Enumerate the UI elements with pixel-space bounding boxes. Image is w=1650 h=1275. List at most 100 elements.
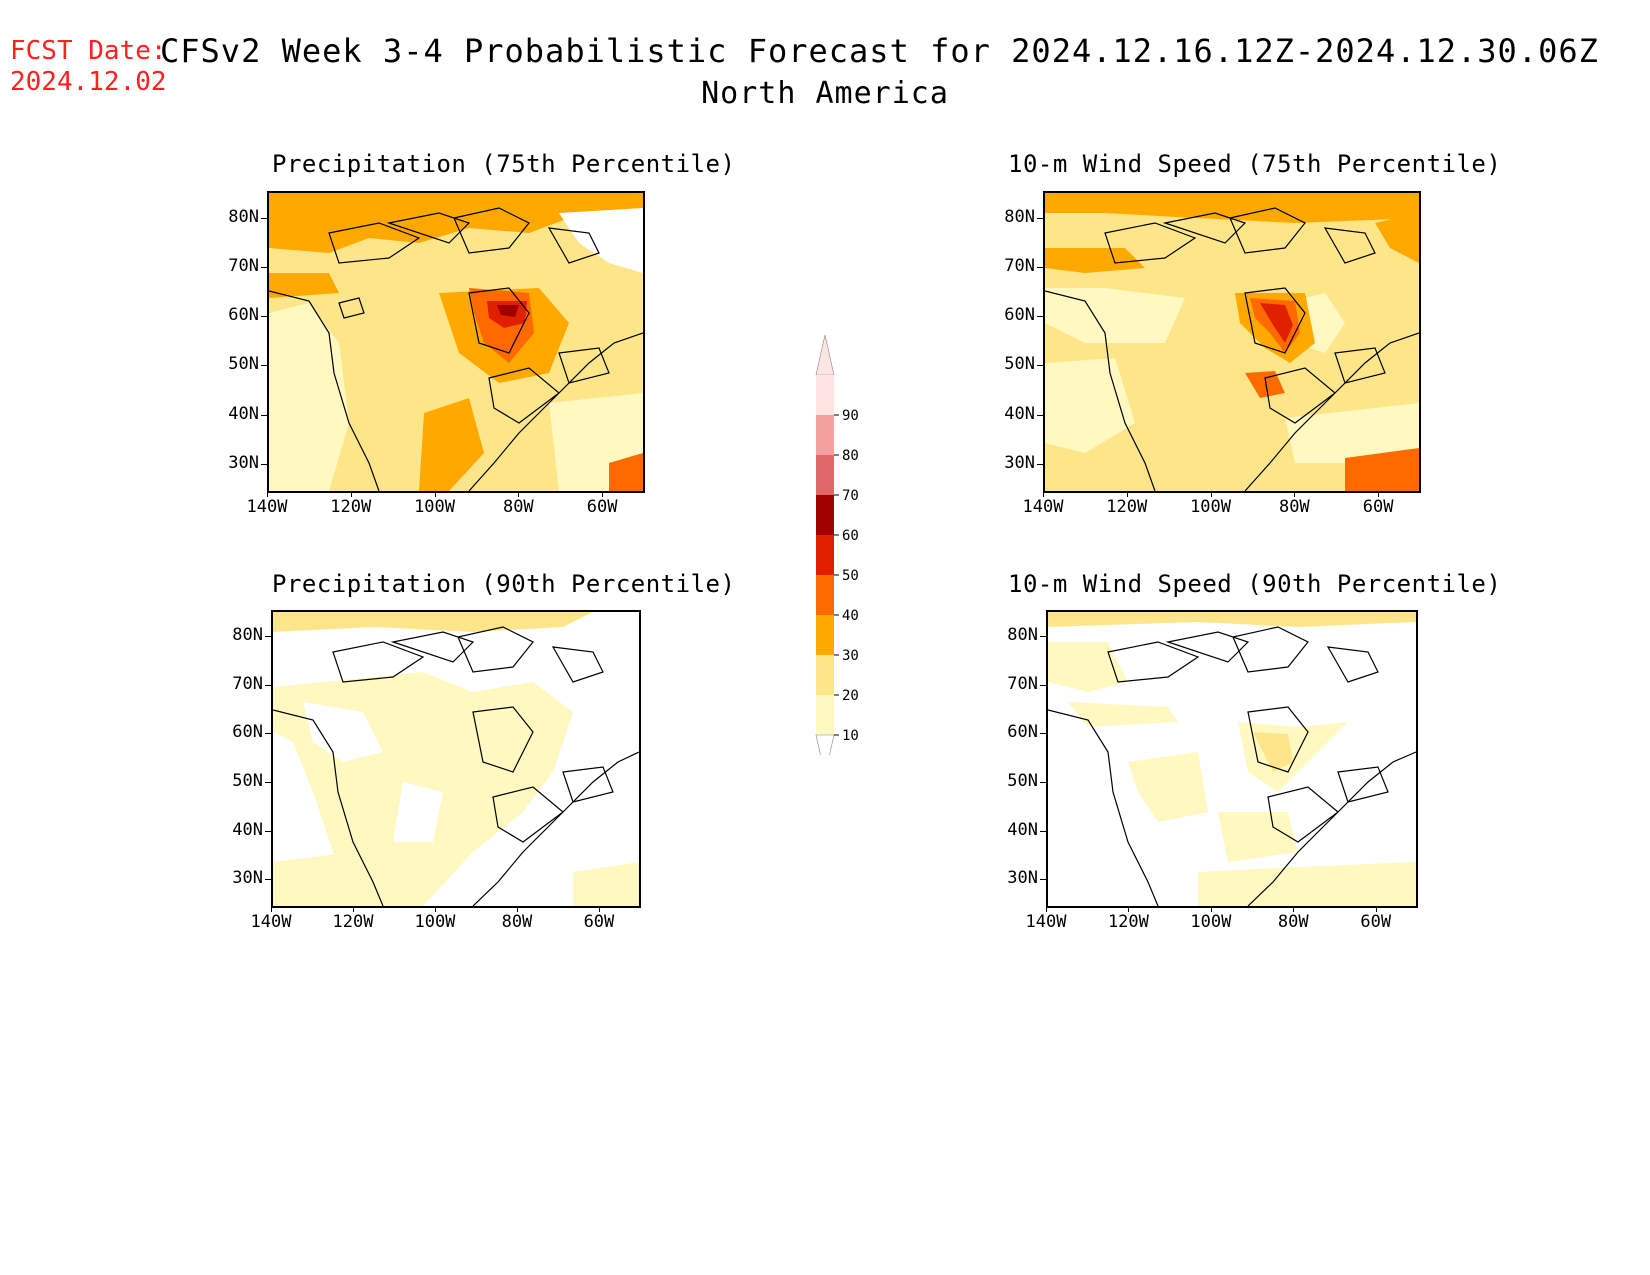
lon-tick [434, 906, 436, 912]
map-precip90 [271, 610, 641, 908]
lon-label: 100W [1190, 912, 1232, 932]
lon-tick [602, 491, 604, 497]
lon-label: 60W [1360, 912, 1392, 932]
lat-label: 80N [1004, 206, 1035, 227]
colorbar: 10 20 30 40 50 60 70 80 90 [808, 334, 898, 776]
lon-label: 80W [1277, 912, 1309, 932]
lat-label: 60N [1007, 722, 1038, 743]
colorbar-label: 20 [842, 688, 859, 704]
lat-label: 30N [1007, 868, 1038, 888]
lon-tick [350, 491, 352, 497]
colorbar-swatch [816, 375, 834, 415]
lon-label: 80W [1278, 497, 1310, 517]
lon-label: 120W [1106, 497, 1148, 517]
lon-tick [1375, 906, 1377, 912]
lon-tick [598, 906, 600, 912]
lon-label: 120W [1107, 912, 1149, 932]
lat-tick [265, 733, 271, 735]
lon-label: 100W [414, 912, 456, 932]
colorbar-label: 10 [842, 728, 859, 744]
colorbar-label: 50 [842, 568, 859, 584]
lat-label: 30N [1004, 452, 1035, 473]
figure-title: CFSv2 Week 3-4 Probabilistic Forecast fo… [160, 32, 1599, 70]
lon-tick [1126, 491, 1128, 497]
lat-label: 80N [228, 206, 259, 227]
lat-label: 50N [228, 354, 259, 375]
lon-label: 60W [586, 497, 618, 517]
lon-tick [1294, 491, 1296, 497]
lat-label: 40N [1007, 819, 1038, 840]
colorbar-swatch [816, 535, 834, 575]
lat-label: 60N [1004, 305, 1035, 326]
lat-tick [265, 879, 271, 880]
colorbar-label: 80 [842, 448, 859, 464]
lat-label: 50N [1004, 354, 1035, 375]
lon-tick [518, 491, 520, 497]
lat-label: 50N [1007, 770, 1038, 791]
panel-title-precip75: Precipitation (75th Percentile) [272, 150, 736, 178]
lat-label: 40N [232, 819, 263, 840]
lat-tick [1037, 463, 1043, 465]
lat-tick [1037, 316, 1043, 318]
map-wind75 [1043, 191, 1421, 493]
lon-label: 100W [1190, 497, 1232, 517]
lat-label: 70N [232, 673, 263, 694]
lat-tick [261, 463, 267, 465]
lat-tick [1040, 733, 1046, 735]
lon-label: 60W [583, 912, 615, 932]
lat-tick [261, 365, 267, 367]
lat-tick [261, 266, 267, 268]
colorbar-swatch [816, 615, 834, 655]
lon-label: 140W [246, 497, 288, 517]
lat-label: 70N [1007, 673, 1038, 694]
lat-label: 60N [232, 722, 263, 743]
colorbar-label: 70 [842, 488, 859, 504]
lat-tick [1040, 830, 1046, 832]
colorbar-top-arrow [815, 334, 835, 376]
lat-tick [1037, 365, 1043, 367]
colorbar-swatch [816, 415, 834, 455]
colorbar-label: 40 [842, 608, 859, 624]
lon-label: 80W [502, 497, 534, 517]
lat-tick [1037, 414, 1043, 416]
lat-label: 80N [232, 625, 263, 646]
lat-label: 80N [1007, 625, 1038, 646]
lat-tick [1037, 217, 1043, 219]
map-precip75 [267, 191, 645, 493]
colorbar-bottom-arrow [815, 734, 835, 776]
lat-label: 60N [228, 305, 259, 326]
lon-tick [516, 906, 518, 912]
lat-tick [1040, 636, 1046, 638]
lon-label: 100W [414, 497, 456, 517]
lon-label: 120W [332, 912, 374, 932]
colorbar-swatch [816, 695, 834, 735]
lat-tick [261, 217, 267, 219]
forecast-date: FCST Date: 2024.12.02 [10, 36, 167, 98]
lon-tick [352, 906, 354, 912]
lon-label: 60W [1362, 497, 1394, 517]
fcst-date: 2024.12.02 [10, 67, 167, 97]
lat-tick [265, 636, 271, 638]
colorbar-swatch [816, 455, 834, 495]
lon-tick [1046, 906, 1047, 912]
fcst-label: FCST Date: [10, 36, 167, 66]
colorbar-swatch [816, 575, 834, 615]
lon-tick [434, 491, 436, 497]
lon-label: 140W [1025, 912, 1067, 932]
lon-tick [1210, 906, 1212, 912]
region-title: North America [701, 76, 949, 111]
colorbar-swatch [816, 655, 834, 695]
lat-tick [1040, 879, 1046, 880]
lat-tick [1040, 684, 1046, 686]
lat-label: 40N [228, 403, 259, 424]
lat-tick [265, 684, 271, 686]
lon-tick [1128, 906, 1130, 912]
lon-label: 140W [1022, 497, 1064, 517]
lon-tick [1293, 906, 1295, 912]
colorbar-swatch [816, 495, 834, 535]
lat-tick [261, 414, 267, 416]
panel-title-wind75: 10-m Wind Speed (75th Percentile) [1008, 150, 1502, 178]
colorbar-label: 90 [842, 408, 859, 424]
lat-label: 40N [1004, 403, 1035, 424]
lon-tick [1378, 491, 1380, 497]
